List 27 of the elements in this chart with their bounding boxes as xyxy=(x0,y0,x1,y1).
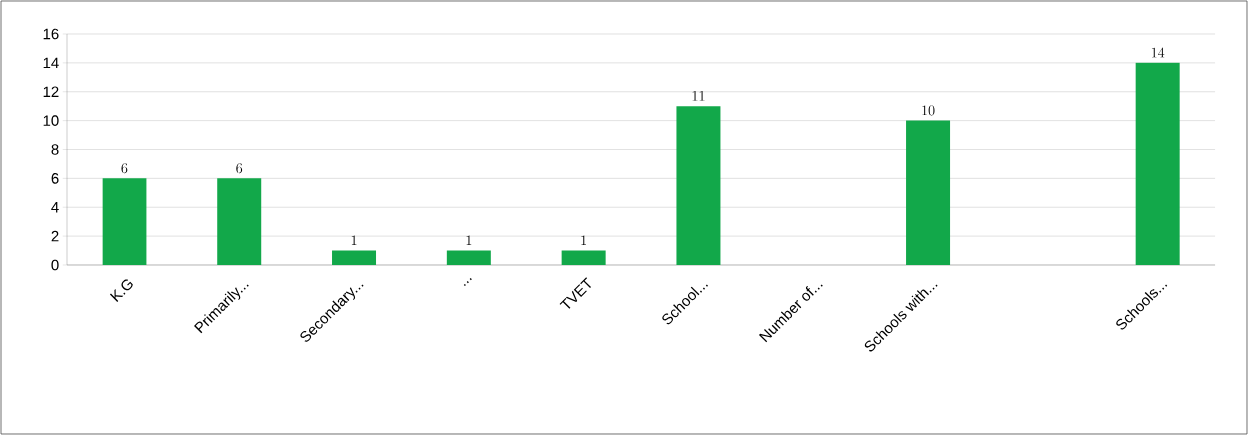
bar xyxy=(217,178,262,265)
bar xyxy=(446,250,491,265)
bar xyxy=(906,120,951,265)
y-tick-label: 2 xyxy=(51,230,59,242)
y-tick-label: 12 xyxy=(43,86,59,97)
y-tick-label: 14 xyxy=(43,57,59,69)
y-tick-label: 0 xyxy=(51,259,59,271)
bar xyxy=(676,106,721,265)
bar xyxy=(1135,62,1180,265)
data-label: 14 xyxy=(1151,47,1165,58)
y-tick-label: 6 xyxy=(51,173,59,184)
data-label: 1 xyxy=(351,235,357,246)
y-tick-label: 8 xyxy=(51,144,59,155)
bar xyxy=(102,178,147,265)
data-label: 6 xyxy=(236,163,243,174)
data-label: 10 xyxy=(922,105,935,116)
x-tick-label: K.G xyxy=(109,279,133,302)
data-label: 1 xyxy=(581,235,587,246)
y-tick-label: 16 xyxy=(43,28,59,40)
bar xyxy=(561,250,606,265)
x-tick-label: ... xyxy=(463,278,472,287)
bar xyxy=(332,250,377,265)
y-tick-label: 4 xyxy=(51,202,59,213)
data-label: 11 xyxy=(692,91,705,101)
y-tick-label: 10 xyxy=(43,115,59,126)
data-label: 1 xyxy=(466,235,472,246)
data-label: 6 xyxy=(121,163,128,174)
